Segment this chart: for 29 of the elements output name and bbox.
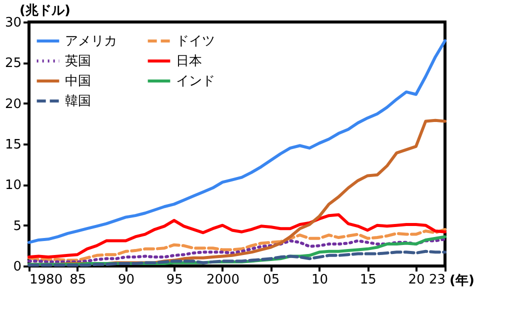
x-tick-label: 15 (360, 272, 376, 288)
x-axis-title: (年) (450, 274, 474, 288)
y-tick-label: 0 (13, 260, 22, 274)
y-tick-label: 15 (4, 138, 22, 152)
x-tick-label: 05 (263, 272, 280, 288)
y-tick-label: 20 (4, 96, 22, 112)
legend-label: ドイツ (176, 34, 215, 49)
legend-label: アメリカ (65, 34, 117, 49)
legend-label: 英国 (65, 54, 91, 69)
y-tick-label: 30 (4, 16, 22, 30)
x-tick-label: 10 (311, 272, 328, 288)
y-tick-label: 10 (4, 178, 22, 194)
x-tick-label: 90 (118, 272, 135, 288)
y-tick-label: 25 (4, 56, 22, 72)
x-tick-label: 23 (428, 272, 446, 288)
x-tick-label: 1980 (30, 272, 63, 288)
legend-label: インド (176, 74, 215, 89)
x-tick-label: 95 (166, 272, 183, 288)
x-tick-label: 20 (408, 272, 425, 288)
y-axis-title: (兆ドル) (20, 4, 70, 18)
y-tick-label: 5 (13, 218, 22, 234)
legend-label: 日本 (176, 54, 202, 69)
line-series (28, 250, 446, 267)
legend-label: 韓国 (65, 94, 91, 109)
x-tick-label: 2000 (206, 272, 240, 288)
line-series (28, 228, 446, 262)
legend-label: 中国 (65, 74, 91, 89)
x-tick-label: 85 (70, 272, 86, 288)
line-series (28, 213, 446, 259)
